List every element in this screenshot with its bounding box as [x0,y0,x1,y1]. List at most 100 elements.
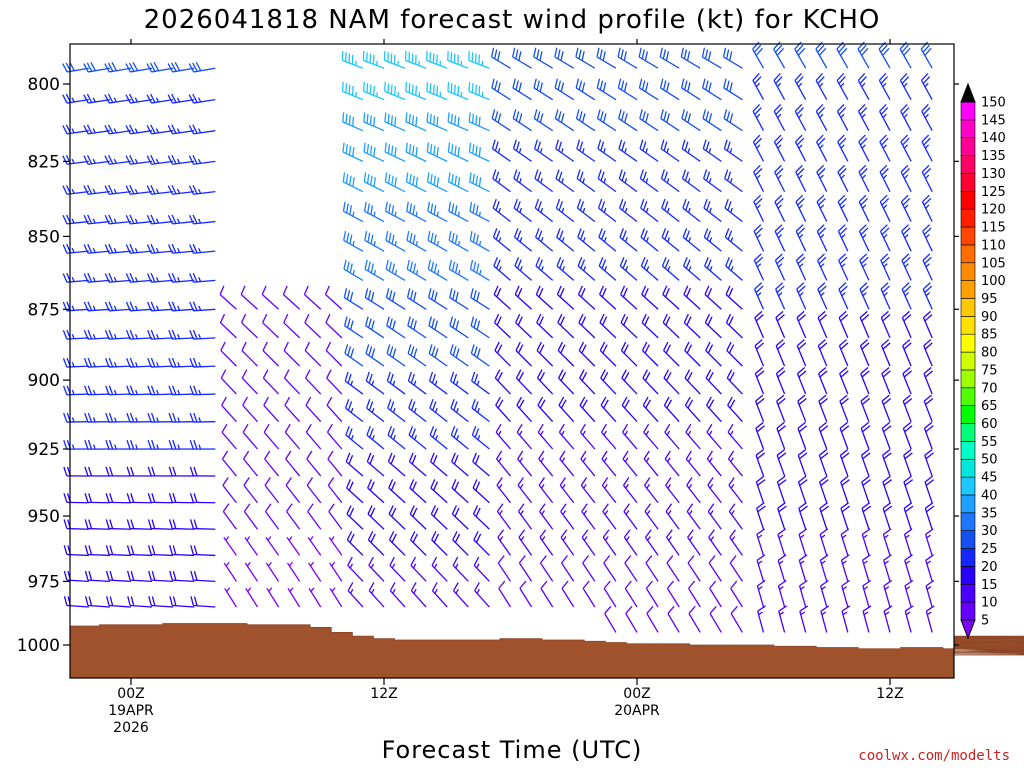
wind-barb-full [495,259,501,269]
wind-barb-half [709,510,714,515]
wind-barb-full [345,173,349,184]
wind-barb-full [129,184,135,195]
wind-barb-full [132,62,139,72]
wind-barb-full [664,230,669,240]
wind-barb-half [155,97,160,103]
wind-barb-staff [558,431,575,450]
wind-barb-full [426,112,429,122]
wind-barb-half [687,178,691,184]
wind-barb-full [62,385,68,395]
wind-barb-half [603,237,607,243]
wind-barb [366,452,385,477]
wind-barb-full [880,76,889,85]
wind-barb [105,412,132,423]
wind-barb [622,477,638,504]
wind-barb [83,272,110,283]
wind-barb-full [598,228,603,238]
wind-barb-staff [307,537,322,556]
wind-barb-full [104,63,110,73]
wind-barb-staff [662,265,680,281]
wind-barb [346,479,364,504]
wind-barb-full [773,72,781,81]
wind-barb-full [168,357,173,368]
wind-barb [221,450,237,477]
wind-barb [900,103,912,132]
wind-barb [706,396,722,423]
wind-barb-half [71,188,75,194]
wind-barb-full [535,285,541,295]
wind-barb-staff [795,171,807,192]
wind-barb-staff [754,345,765,367]
wind-barb-full [836,103,845,112]
wind-barb [367,531,385,556]
wind-barb-full [645,580,653,589]
wind-barb-full [663,111,667,121]
wind-barb-half [352,269,355,275]
wind-barb-staff [640,236,659,252]
wind-barb-staff [405,59,427,69]
wind-barb-full [146,63,153,73]
wind-barb [472,505,490,530]
wind-barb-full [753,44,762,53]
wind-barb-half [819,234,825,239]
wind-barb-full [861,314,870,322]
wind-barb-half [520,510,524,515]
wind-barb [126,466,153,477]
wind-barb-full [469,259,474,270]
wind-barb-full [642,111,646,121]
wind-barb [469,230,490,252]
wind-barb-full [817,310,826,319]
wind-barb-full [922,107,931,115]
wind-barb-full [83,330,89,340]
wind-barb [617,47,638,69]
wind-barb-full [901,253,910,261]
wind-barb [473,556,490,582]
wind-barb-full [431,582,438,592]
wind-barb-full [189,244,195,254]
wind-barb-full [778,479,787,486]
wind-barb-full [756,425,765,433]
wind-barb-full [665,344,671,354]
wind-barb-staff [622,431,638,450]
wind-barb-staff [495,431,511,450]
wind-barb-half [731,536,736,541]
wind-barb [105,466,132,477]
wind-barb [858,194,870,222]
wind-barb-half [668,536,672,541]
wind-barb-staff [858,201,870,222]
wind-barb-half [862,292,867,297]
wind-barb-full [924,448,933,456]
wind-barb-staff [130,527,153,530]
y-tick-label: 850 [28,227,60,247]
wind-barb-full [882,448,891,456]
wind-barb-staff [797,400,807,422]
wind-barb-full [192,154,198,165]
wind-barb-full [410,318,414,328]
wind-barb-full [222,503,230,512]
wind-barb [903,528,913,556]
wind-barb [240,313,258,339]
wind-barb-half [778,534,784,539]
wind-barb-staff [172,527,195,530]
wind-barb-half [903,82,908,88]
wind-barb-full [363,142,366,153]
colorbar-segment [960,191,976,210]
wind-barb-half [92,188,96,194]
wind-barb-full [468,112,471,122]
wind-barb-full [343,316,348,326]
wind-barb-full [490,47,495,58]
wind-barb [328,536,343,556]
x-tick-label: 00Z [117,686,144,702]
wind-barb-staff [703,236,722,252]
wind-barb-half [863,586,869,590]
wind-barb-half [497,148,501,154]
wind-barb-staff [900,111,912,132]
wind-barb-full [366,173,370,184]
wind-barb-staff [263,431,280,450]
wind-barb-full [839,197,847,206]
wind-barb [285,477,301,504]
wind-barb-full [451,505,458,515]
wind-barb [603,555,617,582]
wind-barb-full [581,344,587,354]
wind-barb-full [601,450,608,460]
